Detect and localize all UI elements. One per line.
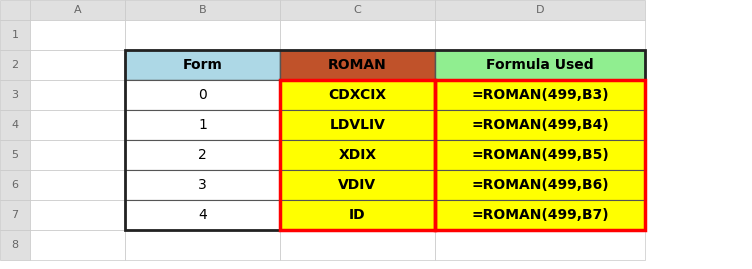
Bar [435,80,645,110]
Text: 4: 4 [198,208,207,222]
Bar [435,80,645,110]
Text: ID: ID [349,208,365,222]
Bar [435,0,645,20]
Bar [280,110,435,140]
Bar [125,170,280,200]
Text: C: C [353,5,362,15]
Text: LDVLIV: LDVLIV [329,118,386,132]
Text: =ROMAN(499,B7): =ROMAN(499,B7) [472,208,609,222]
Bar [280,0,435,20]
Bar [435,80,645,230]
Bar [30,230,125,260]
Bar [30,110,125,140]
Bar [125,80,280,110]
Text: 2: 2 [11,60,19,70]
Text: =ROMAN(499,B5): =ROMAN(499,B5) [471,148,609,162]
Text: A: A [74,5,81,15]
Bar [30,80,125,110]
Bar [0,0,30,20]
Text: 3: 3 [198,178,207,192]
Text: XDIX: XDIX [338,148,377,162]
Text: CDXCIX: CDXCIX [329,88,387,102]
Bar [435,200,645,230]
Bar [125,170,280,200]
Text: 2: 2 [198,148,207,162]
Bar [280,230,435,260]
Bar [0,140,30,170]
Bar [435,50,645,80]
Text: 7: 7 [11,210,19,220]
Bar [30,20,125,50]
Text: 6: 6 [11,180,19,190]
Bar [280,80,435,230]
Bar [30,0,125,20]
Bar [280,170,435,200]
Text: 1: 1 [198,118,207,132]
Text: 4: 4 [11,120,19,130]
Text: =ROMAN(499,B6): =ROMAN(499,B6) [472,178,609,192]
Text: D: D [535,5,544,15]
Bar [280,140,435,170]
Bar [30,200,125,230]
Bar [125,110,280,140]
Bar [435,140,645,170]
Bar [435,110,645,140]
Bar [280,170,435,200]
Bar [280,80,435,110]
Text: VDIV: VDIV [338,178,377,192]
Bar [0,200,30,230]
Bar [125,20,280,50]
Bar [280,200,435,230]
Bar [125,50,280,80]
Text: ROMAN: ROMAN [328,58,387,72]
Bar [435,170,645,200]
Bar [30,50,125,80]
Bar [280,20,435,50]
Bar [280,110,435,140]
Text: 8: 8 [11,240,19,250]
Bar [125,230,280,260]
Bar [435,230,645,260]
Bar [0,230,30,260]
Bar [435,110,645,140]
Bar [280,140,435,170]
Bar [435,170,645,200]
Text: 5: 5 [11,150,19,160]
Bar [125,140,280,170]
Text: =ROMAN(499,B3): =ROMAN(499,B3) [472,88,609,102]
Bar [435,200,645,230]
Text: =ROMAN(499,B4): =ROMAN(499,B4) [471,118,609,132]
Bar [125,0,280,20]
Bar [125,200,280,230]
Bar [0,20,30,50]
Text: B: B [199,5,206,15]
Bar [30,140,125,170]
Bar [0,170,30,200]
Text: 1: 1 [11,30,19,40]
Bar [280,80,435,110]
Bar [125,50,645,230]
Bar [435,140,645,170]
Bar [280,200,435,230]
Bar [125,200,280,230]
Bar [125,80,280,110]
Bar [280,50,435,80]
Text: 0: 0 [198,88,207,102]
Bar [30,170,125,200]
Bar [125,110,280,140]
Bar [280,50,435,80]
Bar [435,20,645,50]
Text: Formula Used: Formula Used [487,58,594,72]
Bar [435,50,645,80]
Bar [0,110,30,140]
Bar [0,80,30,110]
Text: 3: 3 [11,90,19,100]
Bar [0,50,30,80]
Text: Form: Form [183,58,223,72]
Bar [125,50,280,80]
Bar [125,140,280,170]
